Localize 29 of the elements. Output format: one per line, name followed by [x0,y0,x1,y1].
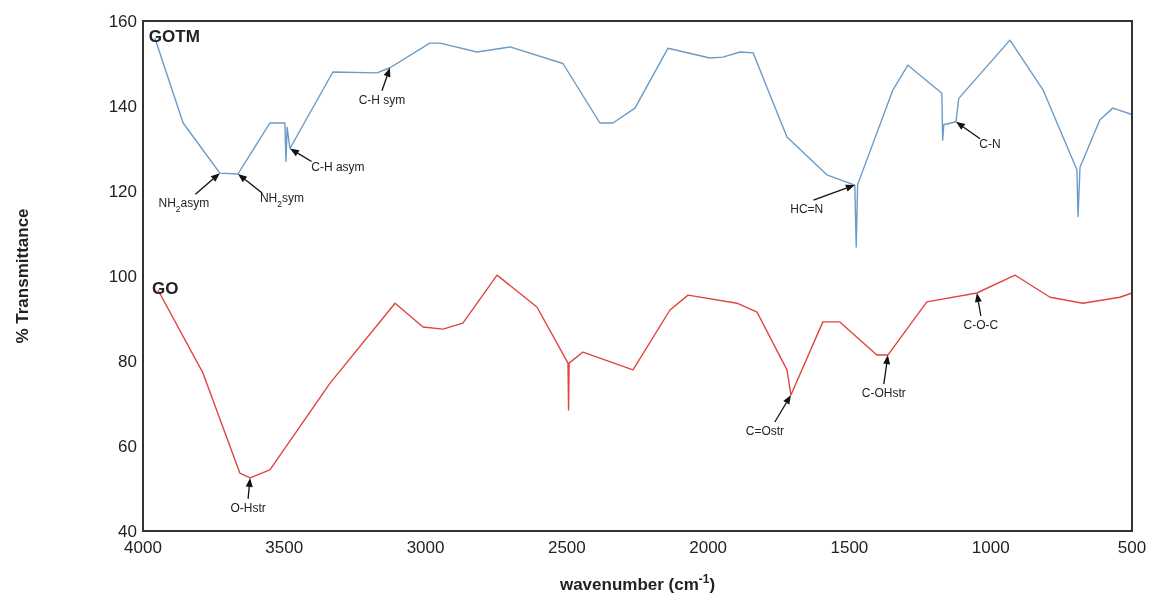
annotation: C-OHstr [861,386,906,401]
x-tick-label: 500 [1117,538,1147,557]
x-tick-label: 1000 [971,538,1010,557]
annotation: C-N [979,136,1001,151]
x-tick-label: 1500 [830,538,869,557]
y-axis-title: % Transmittance [13,208,32,344]
series-label: GOTM [148,27,200,46]
x-tick-label: 3000 [406,538,445,557]
annotation: C-H sym [358,92,406,107]
x-tick-label: 4000 [124,538,162,557]
annotation: HC=N [790,202,824,217]
annotation: NH$_{2}$sym [259,191,304,209]
annotation: C-H asym [311,159,365,174]
x-axis-title: wavenumber (cm$^{-1}$) [558,572,716,594]
y-tick-label: 140 [108,97,137,116]
annotation: NH$_{2}$asym [158,196,210,215]
series-label: GO [151,279,179,299]
x-tick-label: 3500 [265,538,304,557]
y-tick-label: 80 [118,352,137,371]
y-tick-label: 100 [108,267,137,286]
y-tick-label: 120 [108,182,137,201]
x-tick-label: 2500 [547,538,586,557]
annotation: O-Hstr [230,500,266,515]
annotation: C=Ostr [745,424,785,438]
y-tick-label: 40 [118,522,137,541]
y-tick-label: 60 [118,437,137,456]
x-tick-label: 2000 [689,538,728,557]
y-tick-label: 160 [108,12,137,31]
annotation: C-O-C [963,318,999,332]
